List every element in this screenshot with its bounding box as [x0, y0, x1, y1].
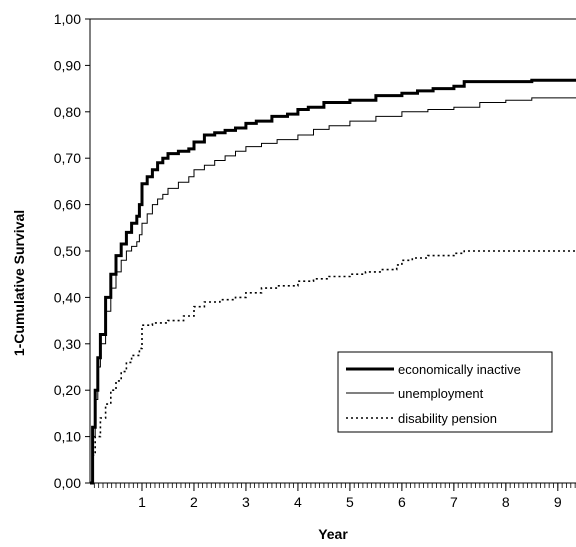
series-line-economically-inactive: [90, 78, 576, 485]
y-tick-label: 0,40: [54, 289, 81, 305]
x-tick-label: 3: [242, 494, 250, 510]
y-tick-label: 0,30: [54, 336, 81, 352]
x-tick-label: 7: [450, 494, 458, 510]
y-axis: 0,00 0,10 0,20 0,30 0,40 0,50 0,60 0,70 0,80 0,90…: [54, 11, 91, 491]
y-tick-label: 0,10: [54, 429, 81, 445]
series-line-disability-pension: [90, 250, 576, 484]
x-tick-label: 1: [138, 494, 146, 510]
x-tick-label: 2: [190, 494, 198, 510]
series-line-unemployment: [90, 97, 576, 484]
legend-box: [337, 351, 553, 433]
y-axis-title: 1-Cumulative Survival: [11, 210, 27, 356]
y-tick-label: 0,70: [54, 150, 81, 166]
y-tick-label: 0,60: [54, 197, 81, 213]
y-tick-label: 0,00: [54, 475, 81, 491]
x-tick-label: 6: [398, 494, 406, 510]
legend: economically inactive unemployment disab…: [337, 351, 553, 433]
x-tick-label: 5: [346, 494, 354, 510]
x-tick-label: 9: [554, 494, 562, 510]
x-axis-title: Year: [318, 526, 348, 542]
x-tick-label: 8: [502, 494, 510, 510]
legend-label-economically-inactive: economically inactive: [398, 362, 521, 377]
x-axis: 1 2 3 4 5 6 7 8 9: [90, 482, 576, 510]
y-tick-label: 0,80: [54, 104, 81, 120]
y-tick-label: 0,90: [54, 57, 81, 73]
y-tick-label: 1,00: [54, 11, 81, 27]
y-tick-label: 0,50: [54, 243, 81, 259]
legend-label-disability-pension: disability pension: [398, 411, 497, 426]
series-layer: [90, 78, 576, 485]
legend-label-unemployment: unemployment: [398, 386, 484, 401]
y-tick-label: 0,20: [54, 382, 81, 398]
x-tick-label: 4: [294, 494, 302, 510]
